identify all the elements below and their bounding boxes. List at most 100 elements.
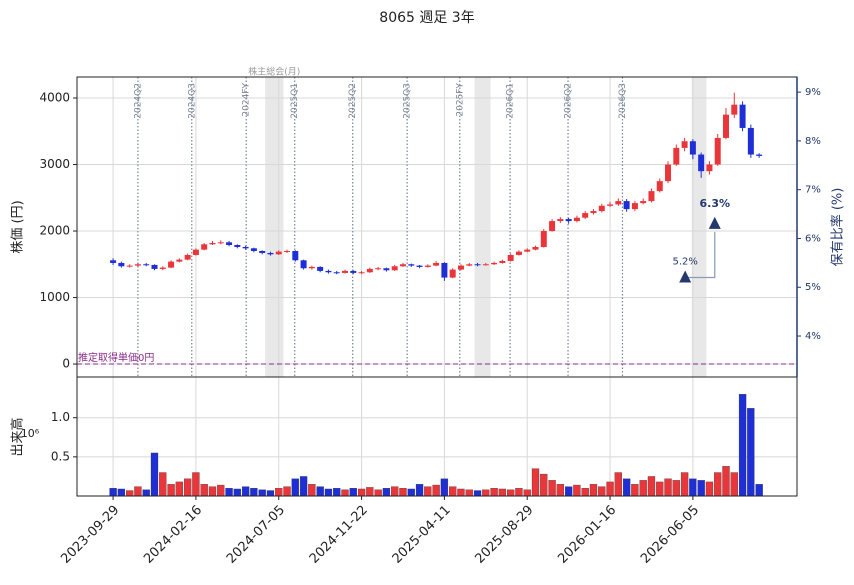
x-tick-label: 2024-02-16 — [141, 503, 205, 567]
candle-body — [631, 203, 638, 210]
shaded-band — [265, 77, 284, 377]
volume-bar — [647, 476, 656, 497]
x-tick-label: 2026-06-05 — [638, 503, 702, 567]
candle-body — [242, 246, 249, 249]
candle-body — [433, 262, 440, 266]
candle-body — [308, 266, 315, 269]
candle-body — [673, 147, 680, 165]
y2-tick-label: 4% — [805, 331, 821, 342]
volume-bar — [192, 472, 200, 497]
y2-tick-label: 9% — [805, 87, 821, 98]
candle-body — [739, 104, 746, 128]
volume-bar — [515, 488, 523, 497]
volume-bar — [308, 484, 316, 497]
candle-body — [118, 262, 125, 267]
volume-bar — [523, 489, 531, 497]
price-frame — [76, 76, 798, 378]
candle-body — [474, 264, 481, 266]
candle-body — [143, 264, 150, 266]
volume-bar — [258, 489, 266, 497]
candle-body — [375, 268, 382, 270]
x-tick-label: 2026-01-16 — [555, 503, 619, 567]
volume-bar — [747, 408, 755, 497]
candle-body — [226, 242, 233, 245]
volume-bar — [324, 488, 333, 497]
volume-bar — [689, 478, 697, 497]
volume-bar — [415, 484, 424, 497]
candle-body — [731, 104, 738, 115]
candle-body — [234, 244, 241, 247]
candle-body — [383, 268, 390, 271]
candle-body — [590, 211, 597, 214]
volume-bar — [374, 489, 382, 497]
candle-body — [565, 219, 572, 222]
volume-bar — [159, 472, 167, 497]
candle-body — [134, 264, 141, 266]
candle-body — [317, 266, 324, 271]
volume-bar — [341, 489, 349, 497]
volume-bar — [126, 490, 134, 497]
volume-bar — [457, 488, 465, 497]
reference-label: 推定取得単価0円 — [78, 351, 154, 364]
candle-body — [259, 250, 266, 253]
candle-body — [217, 242, 224, 244]
volume-bar — [366, 487, 374, 497]
candle-body — [747, 127, 754, 155]
y-tick-label: 2000 — [39, 224, 70, 238]
shaded-label: 株主総会(月) — [248, 66, 300, 78]
volume-bar — [117, 488, 126, 497]
candle-body — [681, 141, 688, 148]
candle-body — [284, 250, 291, 252]
y2-tick-label: 8% — [805, 136, 821, 147]
volume-bar — [333, 488, 341, 497]
volume-bar — [705, 481, 714, 497]
volume-bar — [225, 488, 233, 497]
candle-body — [648, 191, 655, 202]
candle-body — [408, 264, 415, 266]
volume-bar — [722, 466, 730, 497]
volume-bar — [233, 488, 241, 497]
candle-body — [350, 270, 357, 273]
holding-label: 5.2% — [672, 256, 697, 267]
holding-connector — [685, 231, 716, 279]
volume-bar — [606, 481, 614, 497]
candle-body — [159, 267, 166, 269]
volume-offset-label: 10⁶ — [21, 427, 40, 440]
volume-bar — [473, 490, 482, 497]
candle-body — [151, 264, 158, 269]
volume-bar — [614, 472, 622, 497]
candle-body — [714, 137, 721, 165]
event-label: 2026Q1 — [506, 83, 516, 119]
volume-bar — [183, 478, 192, 497]
volume-bar — [589, 484, 598, 497]
volume-bar — [134, 486, 142, 497]
x-tick-label: 2025-04-11 — [390, 503, 454, 567]
volume-bar — [656, 481, 664, 497]
candle-body — [466, 264, 473, 266]
volume-bar — [283, 486, 291, 497]
event-label: 2026Q3 — [618, 83, 628, 119]
candle-body — [491, 262, 498, 265]
volume-bar — [349, 488, 357, 497]
x-tick-label: 2023-09-29 — [58, 503, 122, 567]
y2-tick-label: 6% — [805, 233, 821, 244]
volume-bar — [200, 484, 208, 497]
volume-bar — [399, 488, 407, 497]
candle-body — [723, 114, 730, 138]
volume-bar — [507, 489, 515, 497]
volume-bar — [407, 488, 415, 497]
volume-axis-label: 出来高 — [10, 417, 26, 456]
volume-bar — [556, 484, 565, 497]
x-tick-label: 2024-11-22 — [307, 503, 371, 567]
volume-bar — [531, 468, 540, 497]
volume-bar — [548, 480, 556, 497]
volume-bar — [208, 486, 217, 497]
volume-bar — [738, 394, 747, 497]
volume-bar — [465, 489, 473, 497]
candle-body — [292, 250, 299, 261]
candle-body — [698, 154, 705, 172]
volume-bar — [150, 452, 159, 497]
candle-body — [540, 231, 547, 247]
candle-body — [399, 264, 406, 267]
